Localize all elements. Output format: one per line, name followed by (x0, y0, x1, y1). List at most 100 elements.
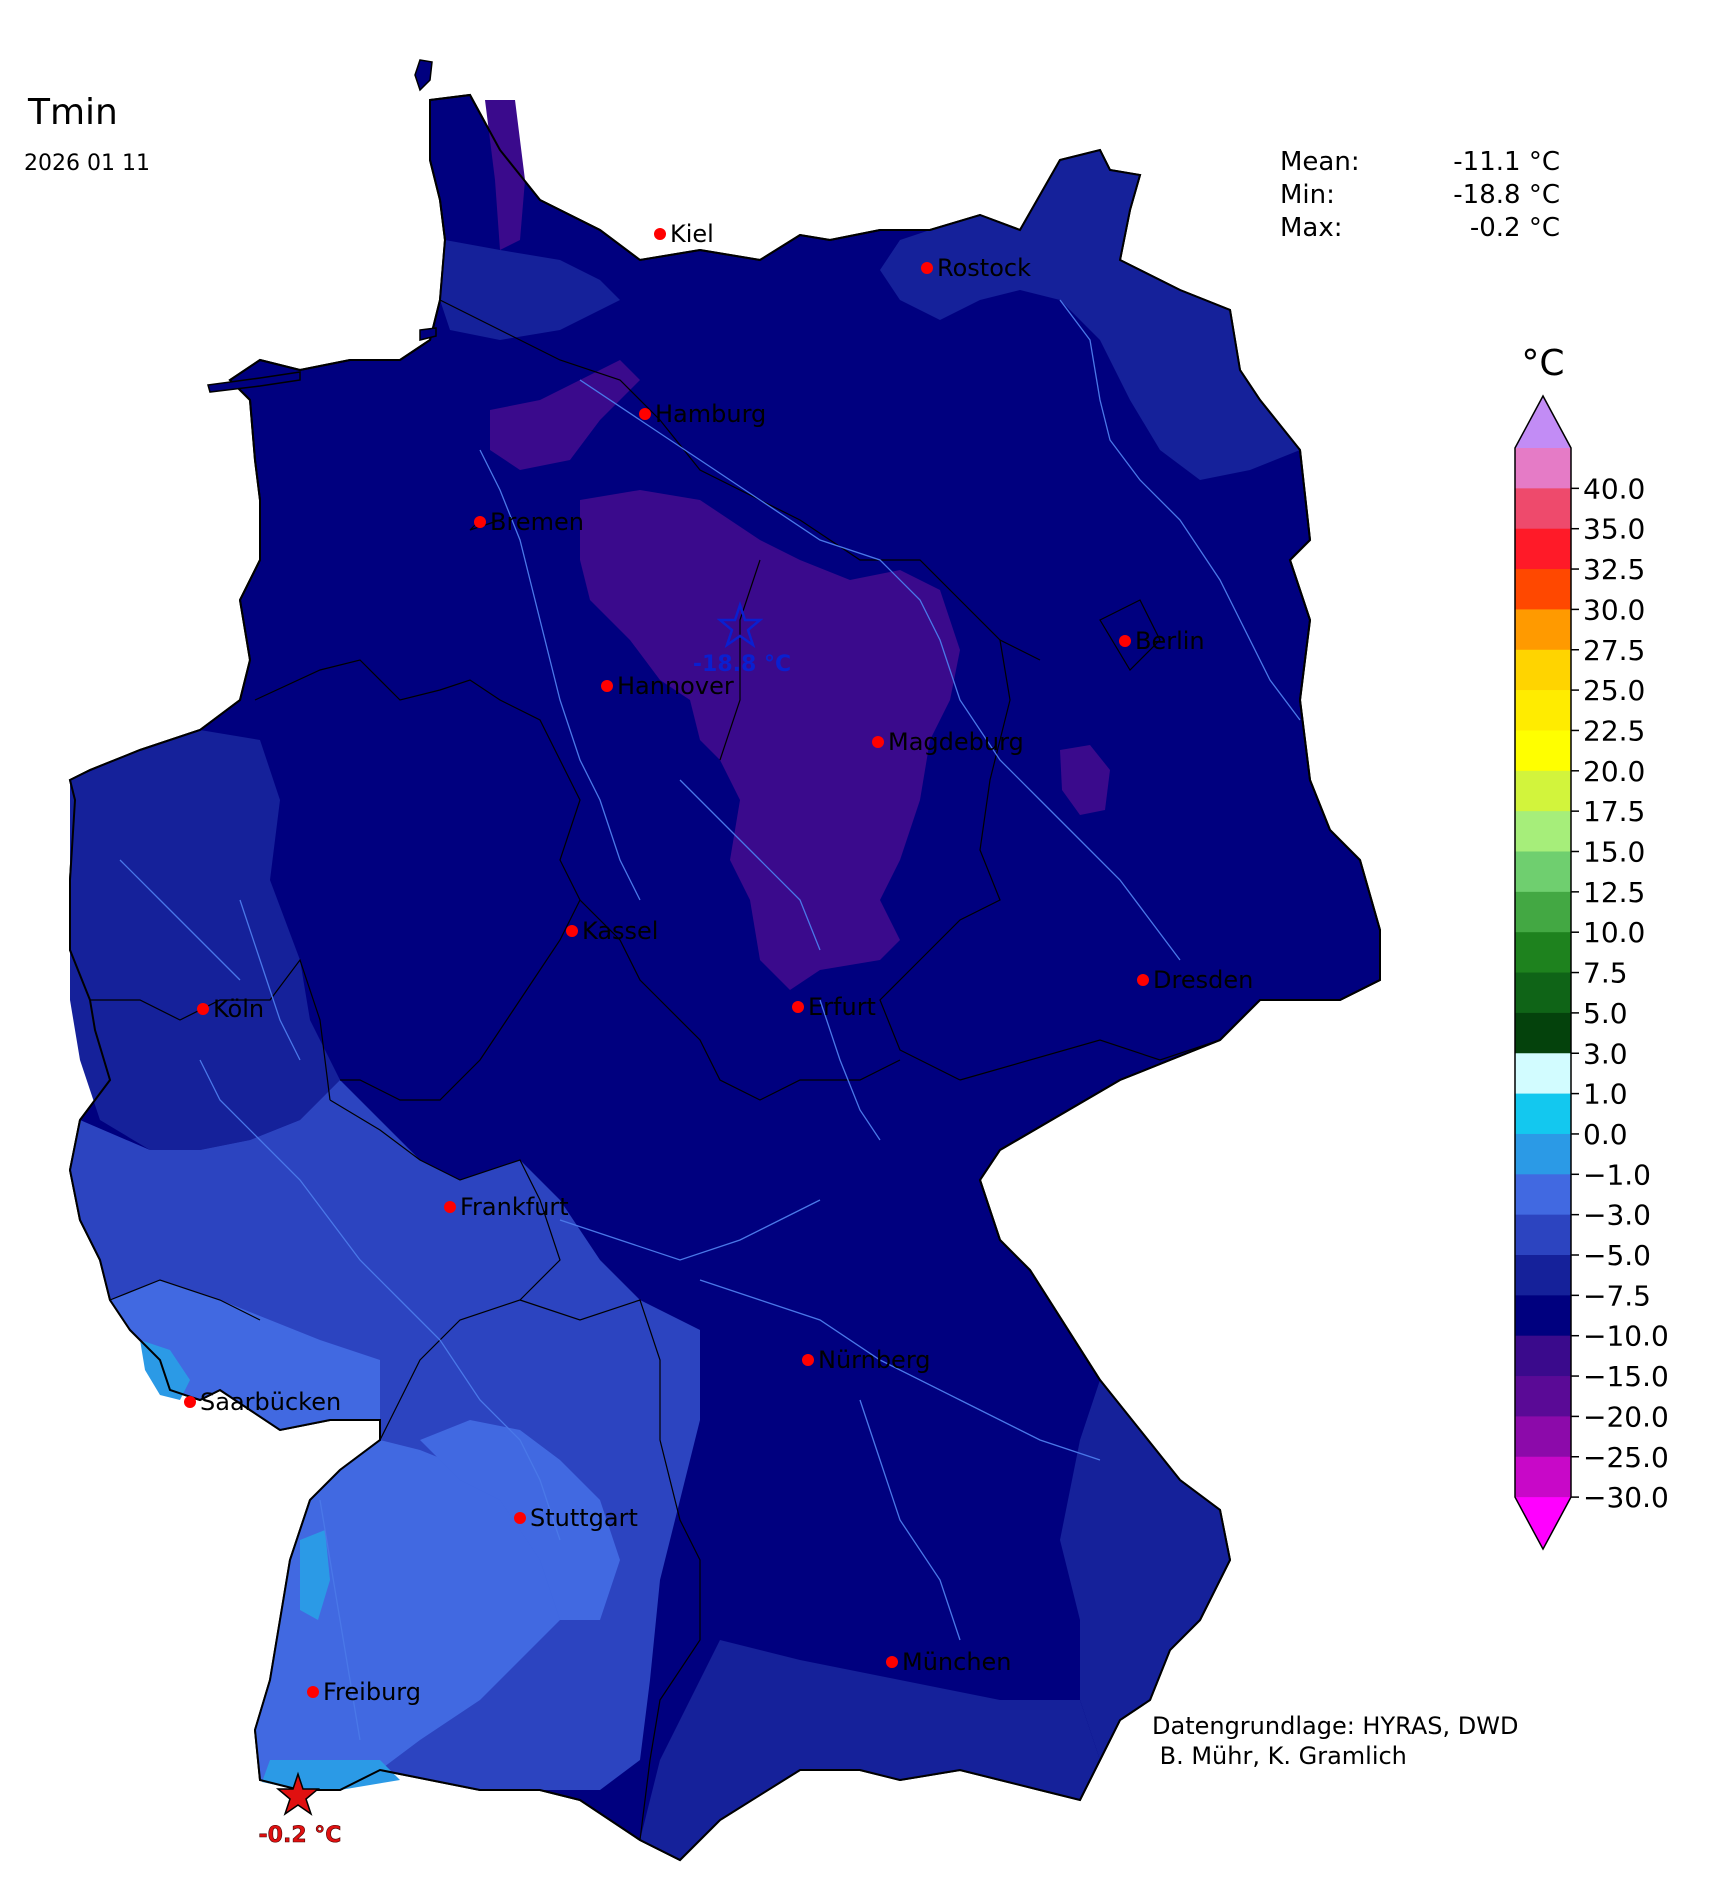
city-label: Bremen (490, 508, 584, 536)
colorbar-tick-label: 32.5 (1583, 553, 1645, 586)
colorbar-segment (1515, 649, 1571, 691)
colorbar-segment (1515, 932, 1571, 974)
colorbar-tick-label: −25.0 (1583, 1441, 1669, 1474)
city-label: München (902, 1648, 1012, 1676)
city-stuttgart: Stuttgart (514, 1504, 638, 1532)
colorbar-tick-label: 5.0 (1583, 997, 1628, 1030)
colorbar-segment (1515, 770, 1571, 812)
city-dot (474, 516, 486, 528)
region-warm-saar (140, 1340, 190, 1400)
city-freiburg: Freiburg (307, 1678, 421, 1706)
region-mildest-rhine (255, 1440, 580, 1790)
city-label: Berlin (1135, 627, 1205, 655)
stats-block: Mean: -11.1 °C Min: -18.8 °C Max: -0.2 °… (1280, 147, 1560, 243)
colorbar-unit: °C (1521, 343, 1564, 384)
region-cold-schleswig (485, 100, 525, 250)
colorbar-tick-label: −7.5 (1583, 1279, 1651, 1312)
city-label: Hamburg (655, 400, 766, 428)
city-dot (1119, 635, 1131, 647)
city-label: Köln (213, 995, 264, 1023)
colorbar-tick-label: 40.0 (1583, 472, 1645, 505)
germany-outline (68, 93, 1381, 1862)
stats-max-value: -0.2 °C (1470, 213, 1560, 243)
city-markers: Kiel Rostock Hamburg Bremen Berlin Hannover Ma… (184, 220, 1253, 1706)
colorbar-tick-label: 0.0 (1583, 1118, 1628, 1151)
colorbar-tick-label: 17.5 (1583, 795, 1645, 828)
city-dot (444, 1201, 456, 1213)
city-kiel: Kiel (654, 220, 714, 248)
colorbar-tick-label: 7.5 (1583, 957, 1628, 990)
city-label: Nürnberg (818, 1346, 931, 1374)
colorbar-segment (1515, 448, 1571, 489)
min-star-icon (716, 601, 764, 649)
colorbar-tick-label: 3.0 (1583, 1037, 1628, 1070)
islands (207, 59, 437, 393)
city-hamburg: Hamburg (639, 400, 766, 428)
map-title: Tmin (27, 92, 118, 133)
colorbar-segment (1515, 1376, 1571, 1417)
colorbar-segment (1515, 1174, 1571, 1216)
colorbar-segment (1515, 972, 1571, 1014)
colorbar-tick-label: 27.5 (1583, 634, 1645, 667)
city-dot (601, 680, 613, 692)
city-label: Erfurt (808, 993, 876, 1021)
city-dot (566, 925, 578, 937)
colorbar-segment (1515, 609, 1571, 651)
max-extreme-marker: -0.2 °C (258, 1771, 342, 1848)
stats-mean-value: -11.1 °C (1453, 147, 1560, 177)
state-borders (90, 299, 1221, 1841)
colorbar-segment (1515, 488, 1571, 530)
city-frankfurt: Frankfurt (444, 1193, 569, 1221)
city-label: Kiel (670, 220, 714, 248)
city-label: Hannover (617, 672, 734, 700)
city-dot (802, 1354, 814, 1366)
colorbar-tick-label: 12.5 (1583, 876, 1645, 909)
colorbar-tick-label: −10.0 (1583, 1320, 1669, 1353)
city-saarbücken: Saarbücken (184, 1388, 341, 1416)
colorbar-tick-label: 25.0 (1583, 674, 1645, 707)
colorbar-tick-label: −1.0 (1583, 1158, 1651, 1191)
region-coldest-north (580, 490, 960, 990)
colorbar: °C −30.0 −25.0 −20.0 −15.0 −10.0 −7.5 −5.0 −3.0… (1514, 343, 1669, 1551)
rivers (119, 299, 1301, 1741)
colorbar-tick-label: −20.0 (1583, 1400, 1669, 1433)
colorbar-segment (1515, 1335, 1571, 1377)
colorbar-segment (1515, 1295, 1571, 1337)
stats-min-label: Min: (1280, 180, 1335, 210)
city-dot (654, 228, 666, 240)
colorbar-segment (1515, 1255, 1571, 1296)
colorbar-tick-label: 10.0 (1583, 916, 1645, 949)
city-berlin: Berlin (1119, 627, 1205, 655)
region-cold-hamburg (490, 360, 640, 470)
colorbar-tick-label: 1.0 (1583, 1078, 1628, 1111)
colorbar-tick-label: 15.0 (1583, 836, 1645, 869)
city-köln: Köln (197, 995, 264, 1023)
city-label: Kassel (582, 917, 658, 945)
max-star-icon (275, 1771, 321, 1816)
colorbar-tick-label: −15.0 (1583, 1360, 1669, 1393)
colorbar-tick-label: 22.5 (1583, 714, 1645, 747)
city-label: Dresden (1153, 966, 1253, 994)
colorbar-tick-label: −3.0 (1583, 1199, 1651, 1232)
city-erfurt: Erfurt (792, 993, 876, 1021)
city-hannover: Hannover (601, 672, 734, 700)
city-label: Stuttgart (530, 1504, 638, 1532)
city-dresden: Dresden (1137, 966, 1253, 994)
city-dot (1137, 974, 1149, 986)
colorbar-tick-label: 30.0 (1583, 593, 1645, 626)
colorbar-segment (1515, 1456, 1571, 1498)
city-dot (514, 1512, 526, 1524)
city-dot (639, 408, 651, 420)
colorbar-segment (1515, 1133, 1571, 1175)
germany-map (68, 59, 1381, 1862)
city-label: Saarbücken (200, 1388, 341, 1416)
min-extreme-marker: -18.8 °C (693, 601, 791, 677)
colorbar-tick-label: −30.0 (1583, 1481, 1669, 1514)
colorbar-segment (1515, 690, 1571, 732)
region-mild-east-south (1060, 1380, 1230, 1760)
max-extreme-label: -0.2 °C (259, 1823, 342, 1848)
stats-mean-label: Mean: (1280, 147, 1360, 177)
city-dot (792, 1001, 804, 1013)
city-label: Rostock (937, 254, 1031, 282)
region-mild-northeast (880, 150, 1300, 480)
